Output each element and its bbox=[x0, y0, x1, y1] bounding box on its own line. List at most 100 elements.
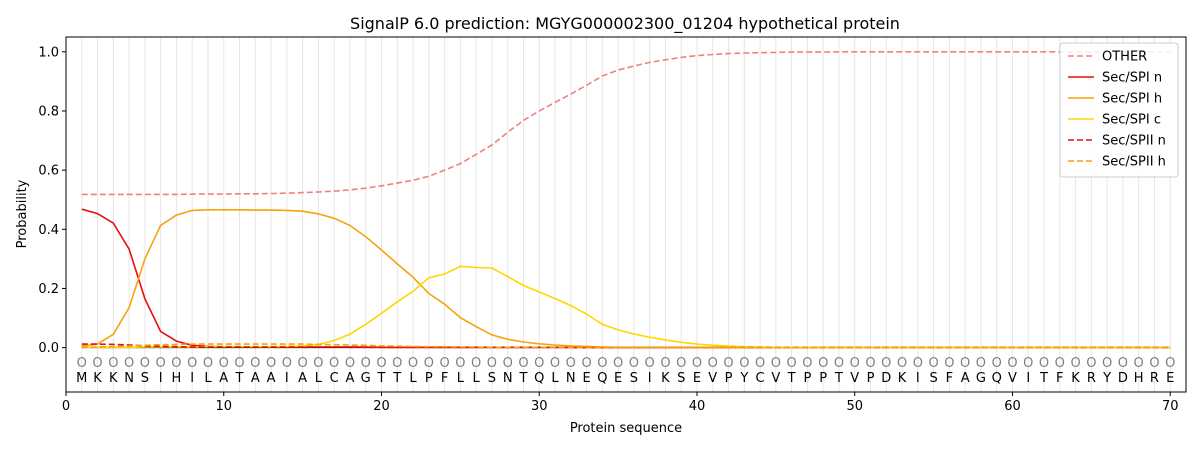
sequence-letter: P bbox=[819, 371, 827, 386]
legend-label: Sec/SPI h bbox=[1102, 92, 1162, 107]
sequence-marker: O bbox=[787, 356, 797, 371]
sequence-letter: V bbox=[771, 371, 780, 386]
sequence-marker: O bbox=[298, 356, 308, 371]
sequence-letter: E bbox=[582, 371, 590, 386]
x-tick-label: 50 bbox=[846, 399, 863, 414]
sequence-letter: T bbox=[518, 371, 527, 386]
sequence-letter: P bbox=[725, 371, 733, 386]
sequence-marker: O bbox=[708, 356, 718, 371]
sequence-letter: I bbox=[285, 371, 289, 386]
sequence-letter: E bbox=[614, 371, 622, 386]
sequence-letter: V bbox=[850, 371, 859, 386]
sequence-letter: H bbox=[172, 371, 182, 386]
sequence-marker: O bbox=[1039, 356, 1049, 371]
sequence-letter: L bbox=[409, 371, 417, 386]
sequence-letter: D bbox=[1118, 371, 1128, 386]
sequence-marker: O bbox=[1149, 356, 1159, 371]
sequence-letter: R bbox=[1150, 371, 1159, 386]
x-tick-label: 70 bbox=[1162, 399, 1179, 414]
series-line bbox=[81, 208, 1171, 349]
sequence-letter: N bbox=[124, 371, 134, 386]
sequence-letter: N bbox=[503, 371, 513, 386]
sequence-marker: O bbox=[124, 356, 134, 371]
sequence-letter: L bbox=[551, 371, 559, 386]
sequence-letter: S bbox=[677, 371, 685, 386]
sequence-letter: S bbox=[141, 371, 149, 386]
sequence-marker: O bbox=[1055, 356, 1065, 371]
sequence-letter: A bbox=[251, 371, 260, 386]
sequence-marker: O bbox=[1165, 356, 1175, 371]
sequence-letter: A bbox=[267, 371, 276, 386]
sequence-letter: Y bbox=[1102, 371, 1111, 386]
sequence-marker: O bbox=[487, 356, 497, 371]
x-axis-ticks: 0 10 20 30 40 50 60 70 bbox=[62, 392, 1179, 414]
legend-label: OTHER bbox=[1102, 50, 1147, 65]
sequence-letter: C bbox=[756, 371, 765, 386]
sequence-marker: O bbox=[266, 356, 276, 371]
sequence-letter: D bbox=[881, 371, 891, 386]
y-tick-label: 0.2 bbox=[38, 282, 59, 297]
sequence-marker: O bbox=[550, 356, 560, 371]
sequence-marker: O bbox=[329, 356, 339, 371]
sequence-marker: O bbox=[187, 356, 197, 371]
sequence-letter: K bbox=[1071, 371, 1080, 386]
sequence-marker: O bbox=[566, 356, 576, 371]
sequence-marker: O bbox=[534, 356, 544, 371]
sequence-marker: O bbox=[1086, 356, 1096, 371]
sequence-marker: O bbox=[361, 356, 371, 371]
sequence-letter: L bbox=[204, 371, 212, 386]
x-axis-label: Protein sequence bbox=[570, 421, 682, 436]
sequence-marker: O bbox=[1134, 356, 1144, 371]
sequence-letter: A bbox=[961, 371, 970, 386]
sequence-letter: T bbox=[787, 371, 796, 386]
sequence-marker: O bbox=[597, 356, 607, 371]
sequence-letter: F bbox=[441, 371, 448, 386]
sequence-marker: O bbox=[645, 356, 655, 371]
sequence-letter: F bbox=[946, 371, 953, 386]
sequence-marker: O bbox=[282, 356, 292, 371]
plot-frame bbox=[65, 36, 1187, 393]
sequence-letter: T bbox=[235, 371, 244, 386]
sequence-letter: C bbox=[330, 371, 339, 386]
sequence-letter: Y bbox=[739, 371, 748, 386]
series-line bbox=[81, 209, 1171, 349]
sequence-letter: Q bbox=[534, 371, 544, 386]
sequence-marker: O bbox=[834, 356, 844, 371]
sequence-letter: S bbox=[488, 371, 496, 386]
sequence-marker: O bbox=[739, 356, 749, 371]
y-axis-label: Probability bbox=[15, 179, 30, 248]
sequence-marker: O bbox=[755, 356, 765, 371]
sequence-marker: O bbox=[613, 356, 623, 371]
x-tick-label: 0 bbox=[62, 399, 70, 414]
sequence-marker: O bbox=[313, 356, 323, 371]
legend-label: Sec/SPI n bbox=[1102, 71, 1162, 86]
sequence-marker: O bbox=[992, 356, 1002, 371]
sequence-letter: K bbox=[661, 371, 670, 386]
sequence-letter: N bbox=[566, 371, 576, 386]
chart-title: SignalP 6.0 prediction: MGYG000002300_01… bbox=[350, 14, 900, 34]
grid-lines bbox=[81, 37, 1171, 392]
sequence-marker: O bbox=[234, 356, 244, 371]
series-line bbox=[81, 50, 1171, 196]
sequence-letter: Q bbox=[597, 371, 607, 386]
sequence-marker: O bbox=[976, 356, 986, 371]
sequence-letter: M bbox=[76, 371, 87, 386]
sequence-marker: O bbox=[345, 356, 355, 371]
x-tick-label: 10 bbox=[215, 399, 232, 414]
sequence-marker: O bbox=[723, 356, 733, 371]
sequence-letter: L bbox=[315, 371, 323, 386]
sequence-marker: O bbox=[865, 356, 875, 371]
sequence-marker: O bbox=[676, 356, 686, 371]
sequence-marker: O bbox=[1118, 356, 1128, 371]
sequence-marker: O bbox=[660, 356, 670, 371]
sequence-letter: K bbox=[898, 371, 907, 386]
sequence-letter: L bbox=[473, 371, 481, 386]
sequence-marker: O bbox=[944, 356, 954, 371]
sequence-letter: F bbox=[1056, 371, 1063, 386]
sequence-marker: O bbox=[439, 356, 449, 371]
sequence-letter: I bbox=[159, 371, 163, 386]
sequence-marker: O bbox=[92, 356, 102, 371]
